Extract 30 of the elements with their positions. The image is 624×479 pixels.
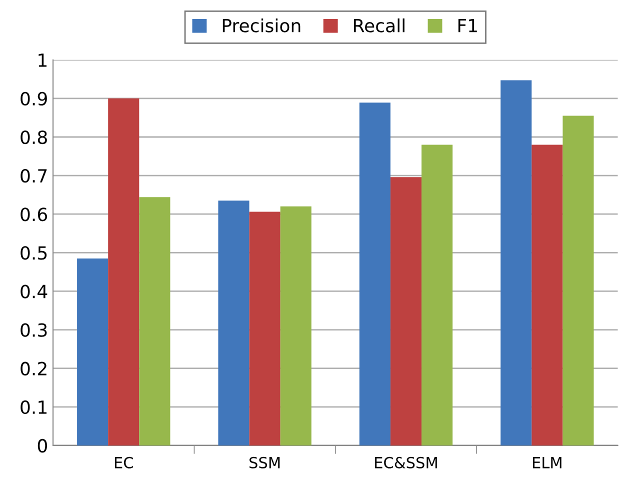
y-tick-label: 0 — [38, 438, 47, 453]
bar — [280, 206, 312, 446]
bar — [139, 197, 170, 446]
x-tick-label: ELM — [532, 457, 562, 468]
y-tick-label: 0.6 — [20, 208, 48, 222]
y-tick-label: 0.8 — [20, 130, 47, 144]
x-tick-label: EC — [114, 456, 133, 468]
bar — [422, 144, 453, 446]
bar — [77, 258, 108, 446]
y-tick-label: 0.1 — [20, 400, 47, 414]
bar — [359, 102, 390, 446]
y-tick-label: 0.2 — [20, 362, 46, 376]
legend-label: F1 — [458, 18, 477, 32]
y-tick-label: 1 — [38, 54, 47, 67]
bar — [562, 116, 594, 446]
y-tick-label: 0.3 — [20, 323, 47, 337]
bar — [218, 200, 250, 446]
x-tick-label: EC&SSM — [375, 456, 437, 468]
x-tick-label: SSM — [250, 456, 280, 468]
y-tick-label: 0.5 — [20, 246, 47, 260]
y-tick-label: 0.4 — [20, 284, 48, 298]
y-tick-label: 0.7 — [20, 169, 47, 183]
bar — [532, 144, 563, 446]
y-tick-label: 0.9 — [20, 92, 47, 106]
bar — [500, 80, 532, 446]
legend-label: Recall — [354, 18, 404, 32]
bar — [108, 98, 140, 446]
legend-label: Precision — [222, 18, 300, 32]
bar — [249, 212, 280, 446]
bar — [390, 177, 422, 446]
